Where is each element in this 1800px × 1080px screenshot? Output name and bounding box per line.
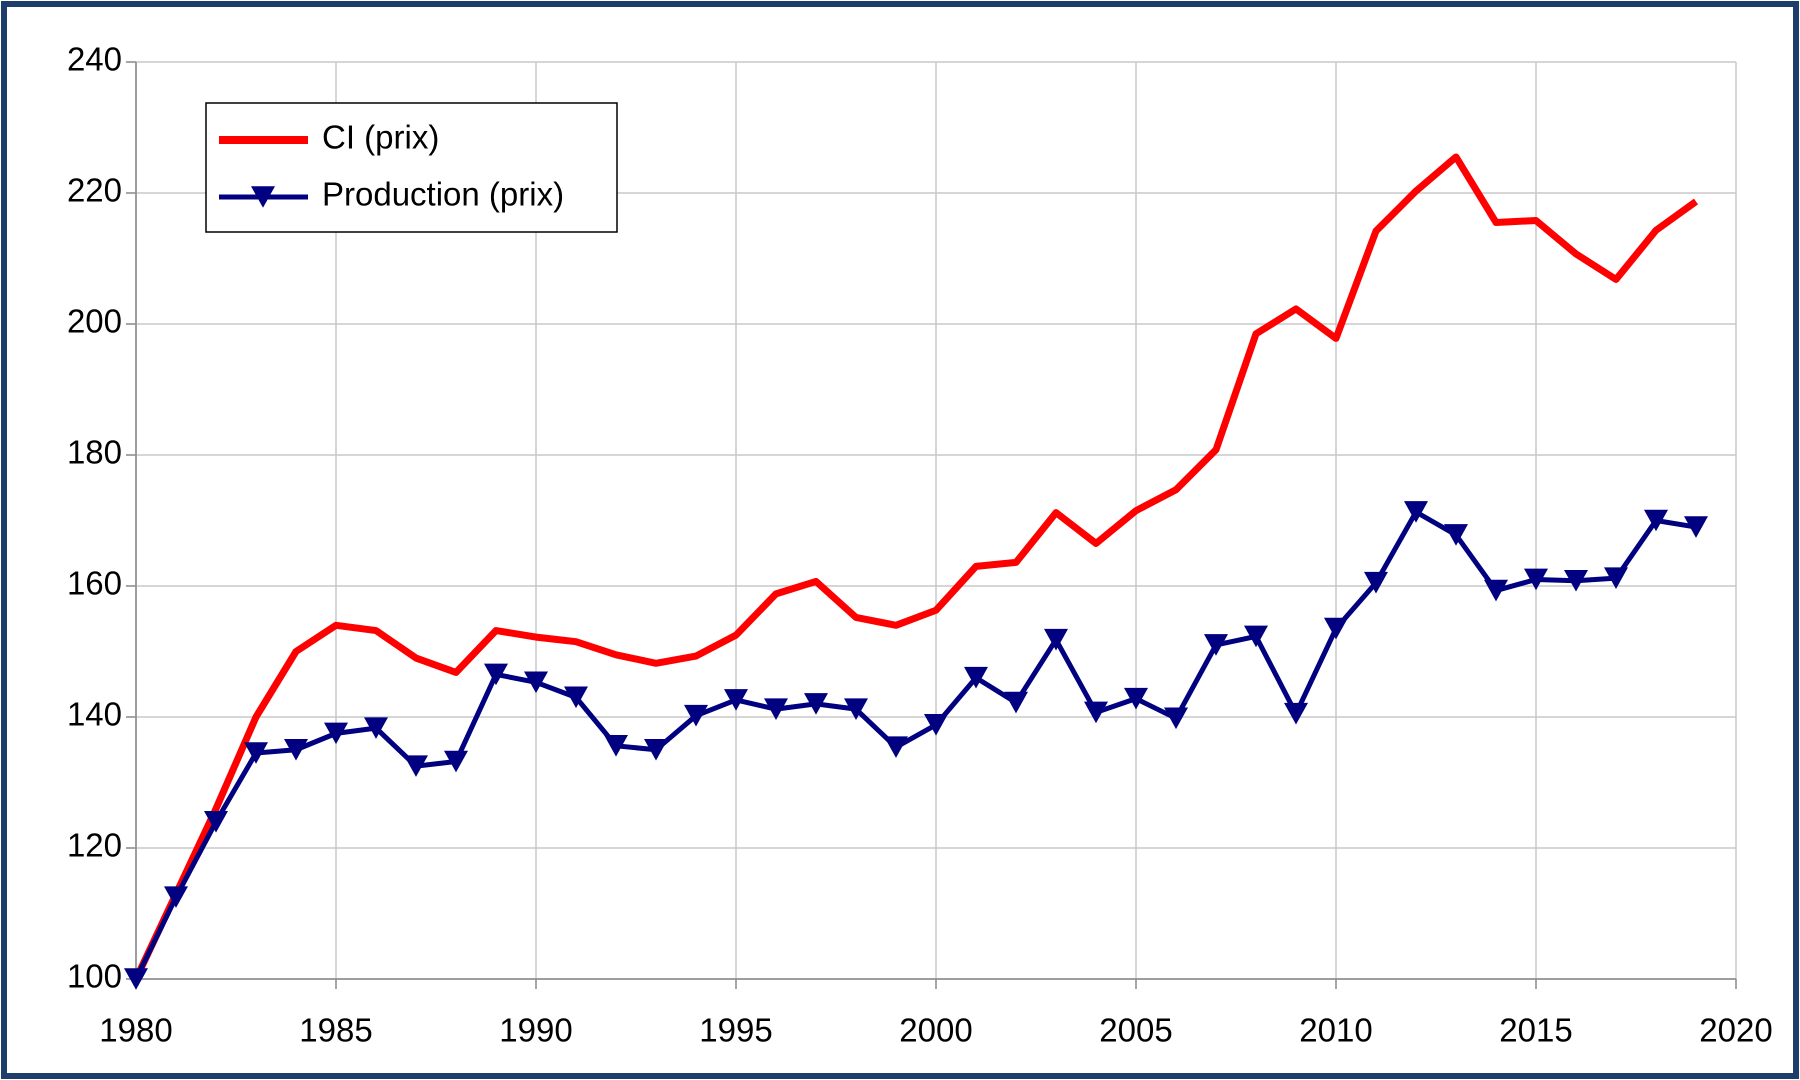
marker <box>924 714 948 736</box>
legend-box <box>205 102 618 233</box>
series-line <box>133 509 1697 981</box>
marker <box>1084 701 1108 724</box>
x-tick-label: 1980 <box>99 1012 172 1049</box>
marker <box>604 735 628 757</box>
marker <box>644 738 668 761</box>
marker <box>1164 707 1188 730</box>
marker <box>1044 628 1068 651</box>
x-tick-label: 2015 <box>1499 1012 1572 1049</box>
legend-label: CI (prix) <box>322 119 439 156</box>
marker <box>1204 634 1228 656</box>
y-tick-label: 180 <box>67 434 122 471</box>
marker <box>1284 702 1308 725</box>
marker <box>964 666 988 689</box>
legend-label: Production (prix) <box>322 176 564 213</box>
marker <box>1004 691 1028 714</box>
y-tick-label: 240 <box>67 41 122 78</box>
y-tick-label: 120 <box>67 827 122 864</box>
series-line <box>132 153 1699 981</box>
x-tick-label: 1985 <box>299 1012 372 1049</box>
marker <box>1124 687 1148 710</box>
marker <box>1484 579 1508 602</box>
marker <box>884 736 908 758</box>
marker <box>684 704 708 727</box>
y-tick-label: 100 <box>67 958 122 995</box>
marker <box>844 698 868 720</box>
marker <box>204 811 228 833</box>
x-tick-label: 2000 <box>899 1012 972 1049</box>
marker <box>244 742 268 764</box>
marker <box>444 750 468 773</box>
marker <box>364 717 388 739</box>
x-tick-label: 1990 <box>499 1012 572 1049</box>
marker <box>524 671 548 694</box>
marker <box>1644 509 1668 532</box>
x-tick-label: 2005 <box>1099 1012 1172 1049</box>
marker <box>724 689 748 711</box>
marker <box>1684 516 1708 538</box>
marker <box>764 698 788 720</box>
marker <box>564 686 588 709</box>
marker <box>324 722 348 745</box>
marker <box>484 663 508 686</box>
marker <box>284 738 308 761</box>
y-tick-label: 140 <box>67 696 122 733</box>
x-tick-label: 2010 <box>1299 1012 1372 1049</box>
marker <box>1324 617 1348 640</box>
marker <box>1244 625 1268 648</box>
marker <box>1404 501 1428 523</box>
legend-marker <box>251 186 275 208</box>
y-tick-label: 160 <box>67 565 122 602</box>
y-tick-label: 200 <box>67 303 122 340</box>
marker <box>804 693 828 715</box>
legend: CI (prix) Production (prix) <box>205 102 618 233</box>
marker <box>164 886 188 908</box>
marker <box>124 968 148 990</box>
marker <box>1564 569 1588 592</box>
x-tick-label: 2020 <box>1699 1012 1772 1049</box>
marker <box>404 755 428 777</box>
x-tick-label: 1995 <box>699 1012 772 1049</box>
marker <box>1604 567 1628 589</box>
marker <box>1524 568 1548 591</box>
y-tick-label: 220 <box>67 172 122 209</box>
marker <box>1364 571 1388 594</box>
marker <box>1444 524 1468 546</box>
